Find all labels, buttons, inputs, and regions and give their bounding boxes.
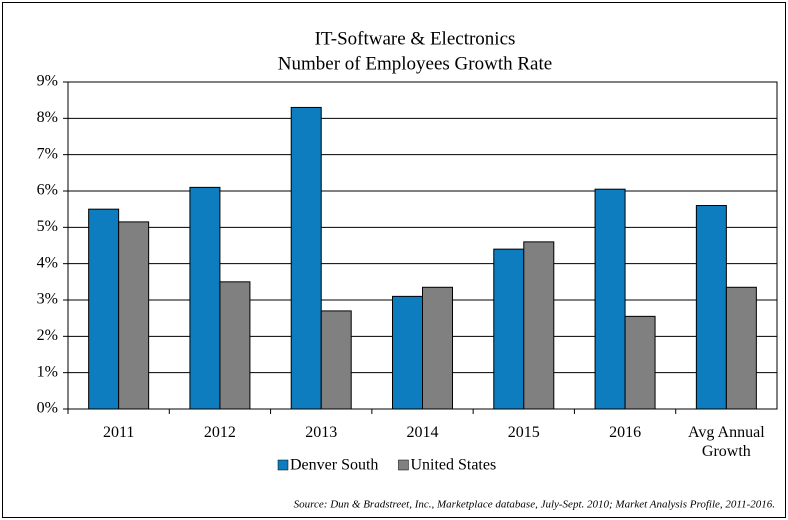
x-tick-label: 2013 (305, 424, 338, 441)
y-tick-label: 4% (37, 254, 58, 271)
x-tick-label: Avg Annual Growth (688, 424, 765, 460)
x-tick-label: 2011 (102, 424, 135, 441)
y-tick-label: 7% (37, 145, 58, 162)
legend-label: Denver South (290, 457, 378, 474)
bar (624, 315, 656, 410)
bar (725, 286, 757, 410)
y-tick-label: 5% (37, 218, 58, 235)
bar (320, 310, 352, 410)
bar (594, 188, 626, 410)
x-tick-label: 2015 (507, 424, 540, 441)
bar (422, 286, 453, 410)
y-tick-label: 2% (37, 327, 58, 344)
bar (523, 241, 555, 410)
chart-subtitle: Number of Employees Growth Rate (278, 53, 552, 74)
x-tick-label: 2016 (609, 424, 642, 441)
bar (290, 106, 322, 410)
bar (493, 248, 525, 410)
y-tick-label: 8% (37, 109, 58, 126)
bar (88, 208, 120, 410)
y-tick-label: 9% (37, 73, 58, 90)
y-tick-label: 0% (37, 400, 58, 417)
y-tick-label: 1% (37, 363, 58, 380)
y-tick-label: 6% (37, 182, 58, 199)
legend-swatch (277, 459, 289, 471)
bar (695, 205, 727, 410)
legend-swatch (398, 459, 409, 471)
x-tick-label: 2014 (406, 424, 439, 441)
bar (189, 186, 221, 410)
chart-title: IT-Software & Electronics (315, 28, 516, 49)
x-tick-label: 2012 (203, 424, 236, 441)
bar (392, 295, 423, 410)
bar (118, 221, 150, 410)
bar (219, 281, 251, 410)
source-note: Source: Dun & Bradstreet, Inc., Marketpl… (294, 499, 775, 511)
y-tick-label: 3% (37, 291, 58, 308)
legend-label: United States (410, 457, 496, 474)
